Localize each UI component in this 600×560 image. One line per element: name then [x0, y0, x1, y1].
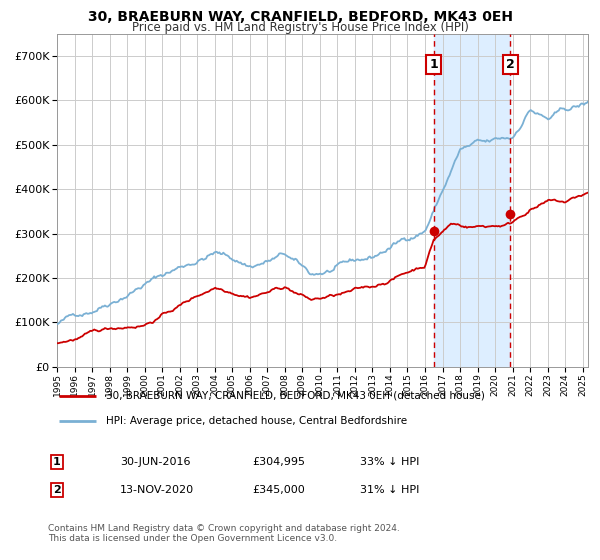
- Text: 30-JUN-2016: 30-JUN-2016: [120, 457, 191, 467]
- Text: 2: 2: [506, 58, 515, 71]
- Text: 30, BRAEBURN WAY, CRANFIELD, BEDFORD, MK43 0EH (detached house): 30, BRAEBURN WAY, CRANFIELD, BEDFORD, MK…: [106, 391, 485, 401]
- Text: 31% ↓ HPI: 31% ↓ HPI: [360, 485, 419, 495]
- Text: Contains HM Land Registry data © Crown copyright and database right 2024.
This d: Contains HM Land Registry data © Crown c…: [48, 524, 400, 543]
- Text: HPI: Average price, detached house, Central Bedfordshire: HPI: Average price, detached house, Cent…: [106, 416, 407, 426]
- Text: £304,995: £304,995: [252, 457, 305, 467]
- Bar: [434, 34, 511, 367]
- Text: 1: 1: [430, 58, 438, 71]
- Text: 2: 2: [53, 485, 61, 495]
- Text: £345,000: £345,000: [252, 485, 305, 495]
- Text: 33% ↓ HPI: 33% ↓ HPI: [360, 457, 419, 467]
- Text: 30, BRAEBURN WAY, CRANFIELD, BEDFORD, MK43 0EH: 30, BRAEBURN WAY, CRANFIELD, BEDFORD, MK…: [88, 10, 512, 24]
- Text: 1: 1: [53, 457, 61, 467]
- Text: 13-NOV-2020: 13-NOV-2020: [120, 485, 194, 495]
- Text: Price paid vs. HM Land Registry's House Price Index (HPI): Price paid vs. HM Land Registry's House …: [131, 21, 469, 34]
